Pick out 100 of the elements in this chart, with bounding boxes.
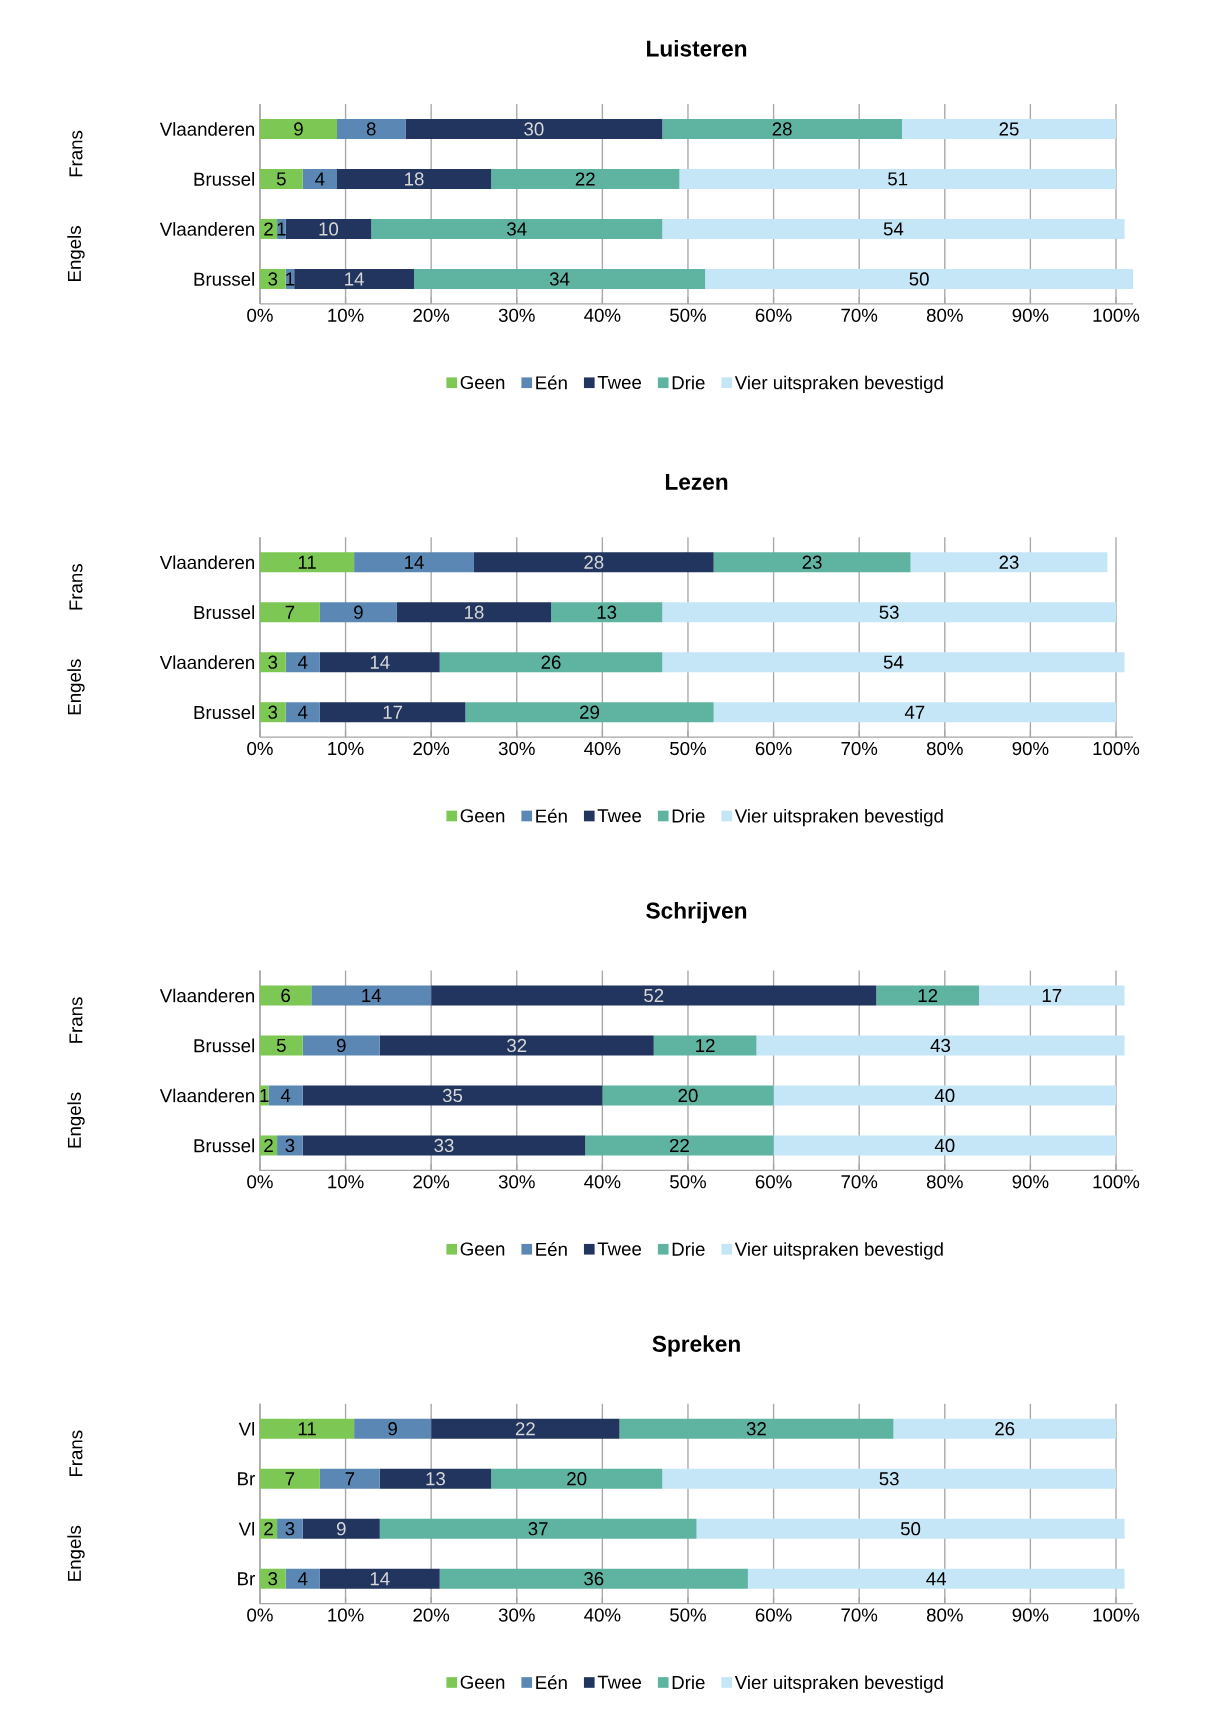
data-label: 4 bbox=[298, 655, 308, 669]
data-label: 12 bbox=[696, 1038, 715, 1052]
data-label: 13 bbox=[597, 605, 617, 619]
data-label: 43 bbox=[930, 1038, 951, 1053]
legend-label: Vier uitspraken bevestigd bbox=[734, 808, 943, 827]
bar bbox=[662, 118, 903, 139]
x-tick-label: 60% bbox=[755, 1175, 792, 1189]
data-label: 7 bbox=[285, 1472, 295, 1486]
x-tick-label: 0% bbox=[247, 1608, 273, 1622]
y-tick-label: Br bbox=[238, 1572, 256, 1586]
bar bbox=[285, 218, 372, 239]
y-tick-label: Brussel bbox=[194, 605, 255, 620]
bar bbox=[320, 1568, 440, 1589]
data-label: 11 bbox=[298, 1422, 316, 1436]
bar bbox=[773, 1135, 1117, 1156]
legend-label: Twee bbox=[597, 1242, 642, 1256]
data-label: 3 bbox=[268, 705, 278, 719]
data-label: 3 bbox=[285, 1138, 295, 1153]
data-label: 28 bbox=[584, 555, 604, 569]
data-label: 1 bbox=[260, 1089, 269, 1102]
data-label: 8 bbox=[366, 122, 376, 136]
data-label: 18 bbox=[405, 172, 424, 186]
data-label: 22 bbox=[670, 1138, 689, 1152]
legend-label: Geen bbox=[460, 1242, 505, 1256]
bar bbox=[285, 1568, 320, 1589]
legend-label: Drie bbox=[672, 1675, 705, 1690]
data-label: 9 bbox=[388, 1422, 398, 1436]
x-tick-label: 50% bbox=[670, 1608, 707, 1622]
data-label: 17 bbox=[383, 705, 403, 719]
x-tick-label: 40% bbox=[584, 308, 621, 322]
x-tick-label: 80% bbox=[927, 1608, 963, 1622]
data-label: 17 bbox=[1042, 989, 1062, 1002]
x-tick-label: 0% bbox=[247, 308, 273, 322]
bar bbox=[320, 1468, 380, 1489]
bar bbox=[876, 985, 980, 1006]
bar bbox=[431, 1418, 620, 1439]
text: Frans bbox=[69, 997, 83, 1043]
text: Engels bbox=[67, 226, 85, 281]
data-label: 6 bbox=[281, 988, 291, 1003]
x-tick-label: 100% bbox=[1093, 1175, 1140, 1189]
data-label: 26 bbox=[541, 655, 561, 669]
legend-label: Twee bbox=[597, 375, 642, 390]
data-label: 10 bbox=[319, 222, 339, 236]
bar bbox=[311, 985, 432, 1006]
bar bbox=[405, 118, 663, 139]
bar bbox=[662, 602, 1117, 623]
data-label: 33 bbox=[434, 1138, 454, 1153]
data-label: 1 bbox=[286, 272, 295, 286]
bar bbox=[260, 168, 303, 189]
data-label: 3 bbox=[285, 1522, 295, 1536]
bar bbox=[371, 218, 663, 239]
data-label: 25 bbox=[999, 122, 1019, 136]
bar bbox=[320, 602, 398, 623]
bar bbox=[893, 1418, 1117, 1439]
data-label: 20 bbox=[567, 1472, 587, 1486]
bar bbox=[260, 1568, 286, 1589]
bar bbox=[773, 1085, 1117, 1106]
legend-label: Vier uitspraken bevestigd bbox=[734, 1675, 943, 1693]
chart-title: Spreken bbox=[652, 1335, 740, 1357]
data-label: 29 bbox=[580, 705, 600, 719]
bar bbox=[653, 1035, 757, 1056]
text: Frans bbox=[69, 130, 83, 177]
bar bbox=[285, 702, 320, 723]
bar bbox=[337, 118, 406, 139]
x-tick-label: 70% bbox=[841, 741, 878, 756]
data-label: 40 bbox=[934, 1138, 955, 1153]
bar bbox=[713, 552, 911, 573]
data-label: 11 bbox=[298, 555, 316, 569]
data-label: 2 bbox=[264, 1138, 273, 1152]
x-tick-label: 90% bbox=[1012, 308, 1049, 322]
bar bbox=[662, 1468, 1117, 1489]
bar bbox=[302, 1085, 603, 1106]
y-tick-label: Brussel bbox=[194, 272, 255, 286]
bar bbox=[414, 268, 706, 289]
x-tick-label: 90% bbox=[1012, 1608, 1049, 1622]
legend-label: Drie bbox=[672, 1242, 705, 1256]
bar bbox=[474, 552, 714, 573]
data-label: 51 bbox=[888, 172, 908, 186]
x-tick-label: 60% bbox=[755, 1608, 792, 1622]
data-label: 5 bbox=[277, 1038, 286, 1052]
bar bbox=[379, 1518, 697, 1539]
legend-label: Eén bbox=[536, 1242, 567, 1256]
bar bbox=[302, 1518, 380, 1539]
bar bbox=[260, 652, 286, 673]
x-tick-label: 30% bbox=[498, 1608, 535, 1622]
data-label: 3 bbox=[268, 272, 278, 286]
bar bbox=[491, 1468, 663, 1489]
text: Engels bbox=[67, 659, 85, 715]
data-label: 32 bbox=[746, 1422, 767, 1436]
data-label: 1 bbox=[277, 222, 286, 236]
x-tick-label: 20% bbox=[413, 1175, 450, 1189]
text: Frans bbox=[69, 564, 83, 610]
data-label: 34 bbox=[550, 272, 570, 286]
bar bbox=[431, 985, 877, 1006]
bar bbox=[302, 1035, 380, 1056]
bar bbox=[337, 168, 492, 189]
bar bbox=[439, 1568, 749, 1589]
bar bbox=[260, 985, 312, 1006]
data-label: 14 bbox=[405, 555, 424, 569]
bar bbox=[260, 118, 338, 139]
